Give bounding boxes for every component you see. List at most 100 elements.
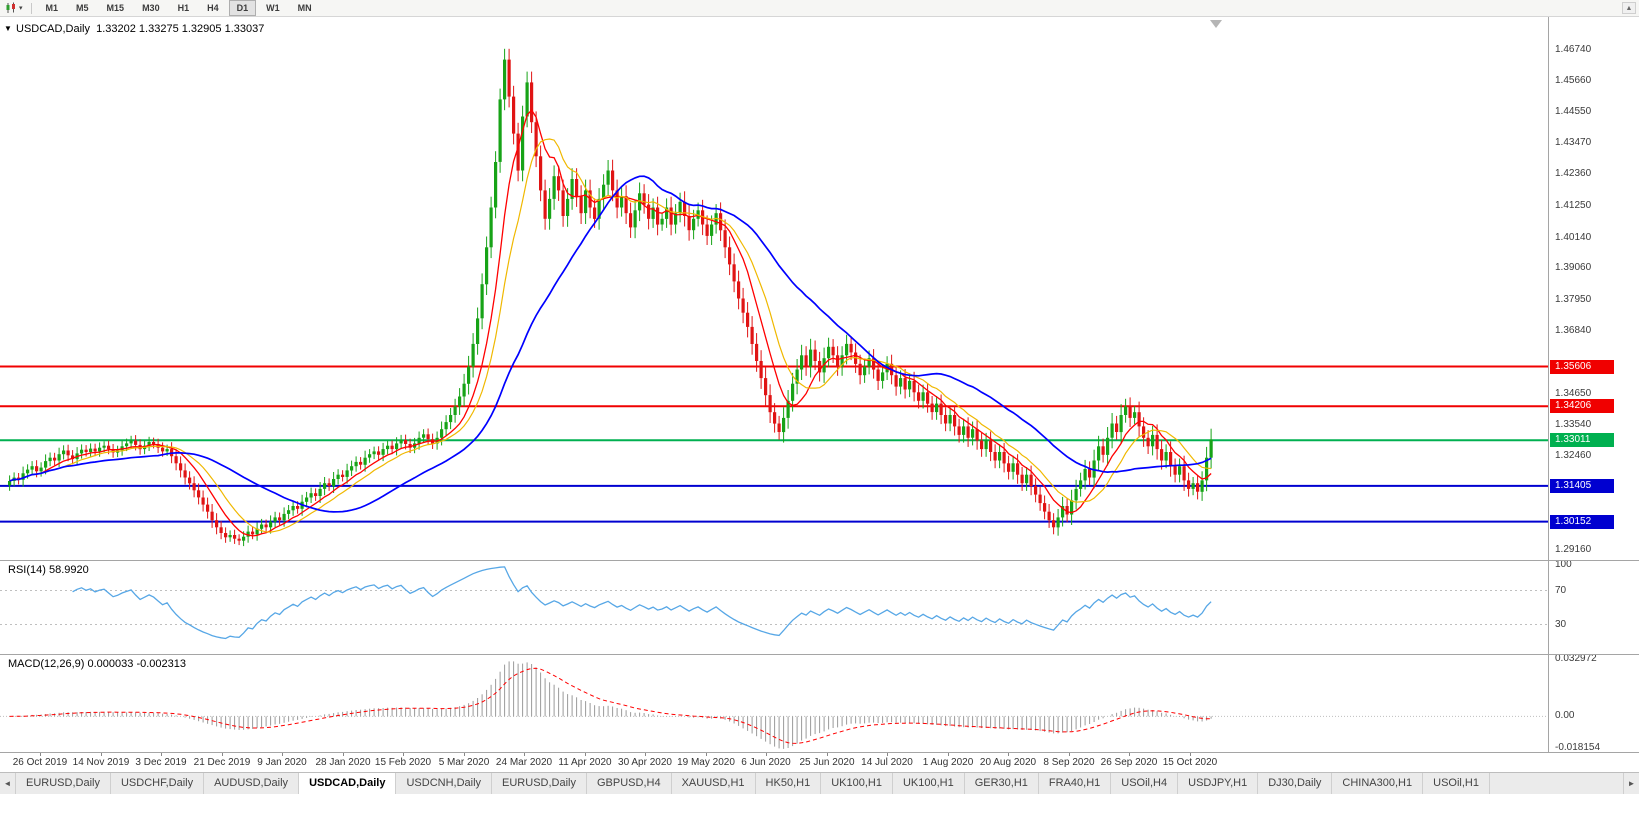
time-axis-tick xyxy=(1008,753,1009,756)
time-axis-label: 11 Apr 2020 xyxy=(558,757,612,768)
price-axis-label: 1.45660 xyxy=(1555,75,1592,86)
symbol-tab-china300-16[interactable]: CHINA300,H1 xyxy=(1332,773,1424,794)
main-chart-canvas[interactable] xyxy=(0,17,1548,560)
chart-type-icon[interactable] xyxy=(4,2,18,14)
price-line-badge[interactable]: 1.30152 xyxy=(1550,515,1614,529)
macd-axis-label: -0.018154 xyxy=(1555,742,1601,753)
timeframe-toolbar: ▾ M1 M5 M15 M30 H1 H4 D1 W1 MN ▲ xyxy=(0,0,1639,17)
macd-pane[interactable] xyxy=(0,655,1548,752)
tabs-scroll-left-button[interactable]: ◄ xyxy=(0,773,16,794)
scroll-up-button[interactable]: ▲ xyxy=(1622,2,1636,14)
timeframe-button-m1[interactable]: M1 xyxy=(45,3,59,13)
rsi-axis-label: 30 xyxy=(1555,619,1567,630)
price-axis-label: 1.32460 xyxy=(1555,450,1592,461)
chart-title: USDCAD,Daily 1.33202 1.33275 1.32905 1.3… xyxy=(16,23,264,35)
price-axis-label: 1.29160 xyxy=(1555,544,1592,555)
timeframe-button-m5[interactable]: M5 xyxy=(76,3,89,13)
main-chart[interactable] xyxy=(0,17,1548,560)
time-axis-label: 14 Jul 2020 xyxy=(861,757,913,768)
time-axis-label: 15 Feb 2020 xyxy=(374,757,432,768)
price-line-badge[interactable]: 1.35606 xyxy=(1550,360,1614,374)
time-axis-tick xyxy=(645,753,646,756)
timeframe-button-m15[interactable]: M15 xyxy=(106,3,125,13)
symbol-tab-usdcnh-4[interactable]: USDCNH,Daily xyxy=(396,773,493,794)
macd-indicator-label: MACD(12,26,9) 0.000033 -0.002313 xyxy=(8,658,186,670)
price-axis-label: 1.42360 xyxy=(1555,168,1592,179)
symbol-tab-usdchf-1[interactable]: USDCHF,Daily xyxy=(111,773,205,794)
rsi-axis-label: 100 xyxy=(1555,559,1572,570)
symbol-tab-hk50-8[interactable]: HK50,H1 xyxy=(756,773,822,794)
price-axis[interactable]: 1.46740 1.45660 1.44550 1.43470 1.42360 1.412… xyxy=(1548,17,1639,753)
price-axis-label: 1.41250 xyxy=(1555,200,1592,211)
price-axis-label: 1.44550 xyxy=(1555,106,1592,117)
time-axis-label: 21 Dec 2019 xyxy=(193,757,251,768)
symbol-tab-audusd-2[interactable]: AUDUSD,Daily xyxy=(204,773,300,794)
pane-separator[interactable] xyxy=(0,654,1639,655)
timeframe-button-d1[interactable]: D1 xyxy=(228,0,257,16)
time-axis-tick xyxy=(464,753,465,756)
time-axis-tick xyxy=(101,753,102,756)
price-line-badge[interactable]: 1.31405 xyxy=(1550,479,1614,493)
ma-line-8 xyxy=(9,109,1212,537)
symbol-tab-eurusd-5[interactable]: EURUSD,Daily xyxy=(492,773,587,794)
time-axis-label: 6 Jun 2020 xyxy=(741,757,791,768)
time-axis[interactable]: 26 Oct 2019 14 Nov 2019 3 Dec 2019 21 Dec 2… xyxy=(0,752,1639,772)
time-axis-label: 26 Oct 2019 xyxy=(12,757,68,768)
timeframe-buttons: M1 M5 M15 M30 H1 H4 D1 W1 MN xyxy=(38,0,322,16)
price-line-badge[interactable]: 1.34206 xyxy=(1550,399,1614,413)
symbol-tab-fra40-12[interactable]: FRA40,H1 xyxy=(1039,773,1112,794)
symbol-tab-usdcad-3[interactable]: USDCAD,Daily xyxy=(299,773,397,794)
time-axis-tick xyxy=(766,753,767,756)
time-axis-label: 19 May 2020 xyxy=(677,757,735,768)
macd-name: MACD(12,26,9) xyxy=(8,658,85,670)
timeframe-button-h1[interactable]: H1 xyxy=(177,3,190,13)
symbol-tab-ger30-11[interactable]: GER30,H1 xyxy=(965,773,1039,794)
symbol-tab-gbpusd-6[interactable]: GBPUSD,H4 xyxy=(587,773,672,794)
chart-shift-marker[interactable] xyxy=(1210,20,1222,28)
symbol-tab-usdjpy-14[interactable]: USDJPY,H1 xyxy=(1178,773,1259,794)
quote-open: 1.33202 xyxy=(96,23,136,35)
symbol-tab-usoil-17[interactable]: USOil,H1 xyxy=(1423,773,1490,794)
quote-close: 1.33037 xyxy=(224,23,265,35)
time-axis-label: 8 Sep 2020 xyxy=(1043,757,1095,768)
price-axis-label: 1.46740 xyxy=(1555,44,1592,55)
rsi-canvas[interactable] xyxy=(0,561,1548,654)
rsi-indicator-label: RSI(14) 58.9920 xyxy=(8,564,89,576)
macd-canvas[interactable] xyxy=(0,655,1548,752)
symbol-period-label: USDCAD,Daily xyxy=(16,23,90,35)
macd-signal-line xyxy=(9,667,1212,744)
symbol-tab-xauusd-7[interactable]: XAUUSD,H1 xyxy=(672,773,756,794)
price-line-badge[interactable]: 1.33011 xyxy=(1550,433,1614,447)
chevron-down-icon[interactable]: ▾ xyxy=(19,5,23,12)
macd-histogram xyxy=(13,661,1212,749)
horizontal-lines[interactable] xyxy=(0,365,1548,523)
price-axis-label: 1.43470 xyxy=(1555,137,1592,148)
pane-separator[interactable] xyxy=(0,560,1639,561)
time-axis-label: 3 Dec 2019 xyxy=(135,757,187,768)
time-axis-tick xyxy=(403,753,404,756)
price-axis-label: 1.40140 xyxy=(1555,232,1592,243)
ma-line-13 xyxy=(9,138,1212,533)
time-axis-tick xyxy=(343,753,344,756)
rsi-name: RSI(14) xyxy=(8,564,46,576)
timeframe-button-h4[interactable]: H4 xyxy=(207,3,219,13)
time-axis-label: 5 Mar 2020 xyxy=(438,757,490,768)
time-axis-tick xyxy=(585,753,586,756)
symbol-tab-uk100-9[interactable]: UK100,H1 xyxy=(821,773,893,794)
toolbar-divider xyxy=(30,2,32,14)
symbol-tab-dj30-15[interactable]: DJ30,Daily xyxy=(1258,773,1333,794)
rsi-pane[interactable] xyxy=(0,561,1548,654)
symbol-tab-usoil-13[interactable]: USOil,H4 xyxy=(1111,773,1179,794)
time-axis-tick xyxy=(222,753,223,756)
timeframe-button-m30[interactable]: M30 xyxy=(142,3,160,13)
timeframe-button-w1[interactable]: W1 xyxy=(266,3,280,13)
symbol-tab-uk100-10[interactable]: UK100,H1 xyxy=(893,773,965,794)
macd-axis-label: 0.00 xyxy=(1555,710,1575,721)
symbol-tab-eurusd-0[interactable]: EURUSD,Daily xyxy=(16,773,111,794)
price-axis-label: 1.36840 xyxy=(1555,325,1592,336)
rsi-axis-label: 70 xyxy=(1555,585,1567,596)
timeframe-button-mn[interactable]: MN xyxy=(297,3,312,13)
macd-value-signal: -0.002313 xyxy=(136,658,186,670)
tabs-scroll-right-button[interactable]: ► xyxy=(1623,773,1639,794)
quote-low: 1.32905 xyxy=(181,23,222,35)
